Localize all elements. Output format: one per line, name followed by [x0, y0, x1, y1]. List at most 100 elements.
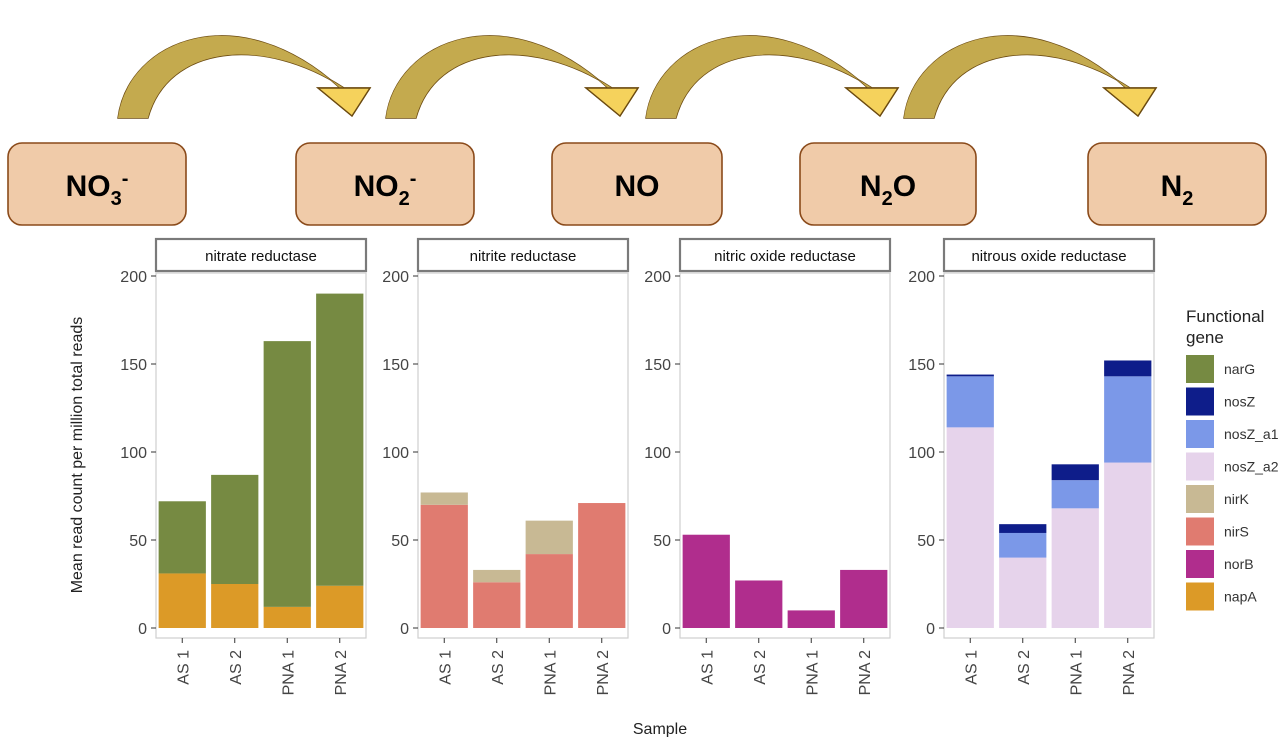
- y-tick-label: 200: [644, 269, 671, 286]
- legend-title-line: Functional: [1186, 307, 1264, 326]
- panel-title: nitrous oxide reductase: [971, 248, 1126, 265]
- legend-swatch-nirK: [1186, 485, 1214, 513]
- arrow-shade: [646, 35, 872, 118]
- compound-box-5: N2: [1087, 142, 1267, 226]
- bar-narG-PNA-2: [316, 293, 364, 586]
- bar-nirS-PNA-1: [525, 554, 573, 628]
- bar-nosZ_a2-AS-2: [999, 557, 1047, 628]
- x-tick-label: PNA 2: [1121, 650, 1138, 695]
- bar-nosZ_a2-PNA-1: [1051, 508, 1099, 628]
- x-axis-title: Sample: [633, 721, 687, 737]
- compound-label: NO3-: [66, 168, 129, 210]
- legend-title-line: gene: [1186, 328, 1224, 347]
- legend-swatch-napA: [1186, 582, 1214, 611]
- y-tick-label: 200: [120, 269, 147, 286]
- bar-napA-AS-2: [211, 584, 259, 628]
- y-tick-label: 100: [908, 445, 935, 462]
- bar-nosZ_a1-PNA-1: [1051, 480, 1099, 509]
- arrow-head: [844, 87, 900, 118]
- y-tick-label: 200: [908, 269, 935, 286]
- legend-label-norB: norB: [1224, 556, 1254, 572]
- panel-title: nitrate reductase: [205, 248, 317, 265]
- bar-norB-AS-2: [735, 580, 783, 628]
- bar-nosZ-AS-1: [946, 374, 994, 377]
- bar-narG-PNA-1: [263, 341, 311, 607]
- bar-napA-PNA-1: [263, 606, 311, 628]
- y-tick-label: 150: [644, 357, 671, 374]
- y-tick-label: 100: [120, 445, 147, 462]
- arrow-head: [1102, 87, 1158, 118]
- bar-napA-AS-1: [158, 573, 206, 628]
- bar-napA-PNA-2: [316, 585, 364, 628]
- compound-label: N2: [1161, 170, 1194, 210]
- panel-strip: [942, 237, 1156, 273]
- x-tick-label: AS 2: [752, 650, 769, 685]
- bar-norB-PNA-2: [840, 569, 888, 628]
- compound-box-3: NO: [551, 142, 723, 226]
- x-tick-label: AS 2: [228, 650, 245, 685]
- legend-swatch-norB: [1186, 550, 1214, 578]
- arrow-head: [316, 87, 372, 118]
- compound-subscript: 3: [111, 188, 122, 210]
- bar-nirS-PNA-2: [578, 503, 626, 628]
- y-tick-label: 150: [908, 357, 935, 374]
- y-tick-label: 100: [644, 445, 671, 462]
- panel-strip: [154, 237, 368, 273]
- y-tick-label: 150: [382, 357, 409, 374]
- x-tick-label: PNA 2: [595, 650, 612, 695]
- panel-1: nitrate reductase 0 50 100 150 200 AS 1 AS 2 PNA…: [120, 237, 368, 695]
- compound-base: NO: [354, 170, 399, 203]
- arrow-head: [584, 87, 640, 118]
- legend-label-nirS: nirS: [1224, 524, 1249, 540]
- panel-strip: [678, 237, 892, 273]
- bar-nirK-AS-1: [420, 492, 468, 505]
- compound-box-1: NO3-: [7, 142, 187, 226]
- x-tick-label: AS 1: [437, 650, 454, 685]
- bar-nosZ-PNA-1: [1051, 464, 1099, 481]
- compound-label: NO: [615, 170, 660, 203]
- pathway-arrow-3: [645, 35, 900, 119]
- compound-superscript: -: [410, 168, 417, 190]
- legend-swatch-nosZ_a1: [1186, 420, 1214, 448]
- x-tick-label: PNA 2: [857, 650, 874, 695]
- y-tick-label: 200: [382, 269, 409, 286]
- legend-swatch-nosZ_a2: [1186, 452, 1214, 481]
- bar-norB-AS-1: [682, 534, 730, 628]
- pathway-arrow-2: [385, 35, 640, 119]
- bar-nosZ_a1-PNA-2: [1104, 376, 1152, 463]
- panel-title: nitric oxide reductase: [714, 248, 856, 265]
- bar-nosZ_a2-AS-1: [946, 427, 994, 628]
- y-tick-label: 50: [653, 533, 671, 550]
- panel-3: nitric oxide reductase 0 50 100 150 200 AS 1 AS…: [644, 237, 892, 695]
- y-tick-label: 0: [400, 621, 409, 638]
- compound-subscript: 2: [1182, 188, 1193, 210]
- compound-box-bg: [295, 142, 475, 226]
- x-tick-label: AS 2: [490, 650, 507, 685]
- legend-title: Functional gene: [1186, 307, 1264, 347]
- compound-box-2: NO2-: [295, 142, 475, 226]
- arrow-shade: [904, 35, 1130, 118]
- y-tick-label: 50: [917, 533, 935, 550]
- y-axis-title: Mean read count per million total reads: [69, 317, 86, 594]
- bar-narG-AS-1: [158, 501, 206, 574]
- x-tick-label: PNA 1: [280, 650, 297, 695]
- bar-nirK-PNA-1: [525, 520, 573, 555]
- y-tick-label: 0: [138, 621, 147, 638]
- legend-swatch-nosZ: [1186, 387, 1214, 416]
- bar-narG-AS-2: [211, 474, 259, 584]
- compound-base: N: [1161, 170, 1183, 203]
- x-tick-label: AS 2: [1016, 650, 1033, 685]
- arrow-shade: [118, 35, 344, 118]
- arrow-shade: [386, 35, 612, 118]
- compound-base: NO: [615, 170, 660, 203]
- y-tick-label: 100: [382, 445, 409, 462]
- y-tick-label: 50: [129, 533, 147, 550]
- bar-nosZ_a2-PNA-2: [1104, 462, 1152, 628]
- x-tick-label: PNA 1: [542, 650, 559, 695]
- bar-nosZ-AS-2: [999, 524, 1047, 533]
- x-tick-label: AS 1: [175, 650, 192, 685]
- compound-label: N2O: [860, 170, 916, 210]
- legend-label-nosZ: nosZ: [1224, 394, 1256, 410]
- compound-subscript: 2: [399, 188, 410, 210]
